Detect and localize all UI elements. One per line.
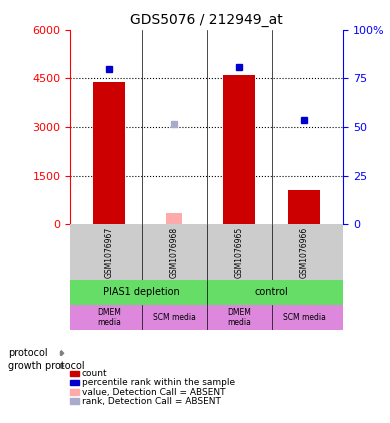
Text: count: count — [82, 369, 108, 378]
Bar — [288, 190, 321, 224]
Bar — [166, 213, 182, 224]
Bar — [93, 82, 126, 224]
Text: control: control — [255, 287, 289, 297]
Text: SCM media: SCM media — [283, 313, 326, 322]
Text: PIAS1 depletion: PIAS1 depletion — [103, 287, 180, 297]
Text: GSM1076968: GSM1076968 — [170, 227, 179, 278]
Text: DMEM
media: DMEM media — [97, 308, 121, 327]
Text: GSM1076966: GSM1076966 — [300, 227, 309, 278]
Text: growth protocol: growth protocol — [8, 361, 84, 371]
Title: GDS5076 / 212949_at: GDS5076 / 212949_at — [130, 13, 283, 27]
Text: GSM1076967: GSM1076967 — [105, 227, 114, 278]
Bar — [223, 75, 255, 224]
Text: DMEM
media: DMEM media — [227, 308, 251, 327]
Text: value, Detection Call = ABSENT: value, Detection Call = ABSENT — [82, 387, 225, 397]
Text: rank, Detection Call = ABSENT: rank, Detection Call = ABSENT — [82, 397, 221, 406]
Text: protocol: protocol — [8, 348, 48, 358]
Text: percentile rank within the sample: percentile rank within the sample — [82, 378, 235, 387]
Text: SCM media: SCM media — [153, 313, 196, 322]
Text: GSM1076965: GSM1076965 — [235, 227, 244, 278]
